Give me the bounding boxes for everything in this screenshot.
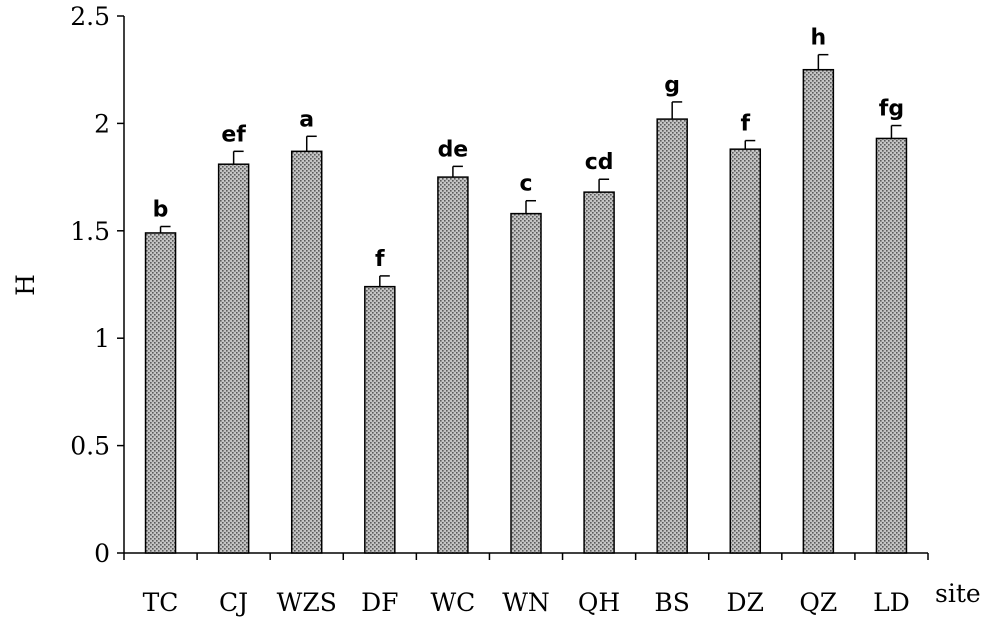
x-tick-label: BS bbox=[654, 588, 690, 617]
x-tick-label: DZ bbox=[727, 588, 764, 617]
y-axis: 0 0.5 1 1.5 2 2.5 bbox=[70, 2, 125, 568]
bar-dz bbox=[729, 148, 762, 554]
significance-label: f bbox=[740, 112, 750, 137]
x-axis: TC CJ WZS DF WC WN QH BS DZ QZ LD bbox=[123, 552, 929, 617]
bar-wc bbox=[437, 176, 469, 554]
y-tick-label: 1.5 bbox=[70, 217, 110, 246]
y-tick-label: 0 bbox=[94, 539, 110, 568]
x-tick-label: QZ bbox=[799, 588, 837, 617]
x-tick-label: WC bbox=[430, 588, 475, 617]
bar-ld bbox=[875, 137, 908, 554]
x-tick-label: TC bbox=[143, 588, 179, 617]
x-axis-title: site bbox=[935, 579, 981, 608]
significance-label: fg bbox=[879, 97, 904, 122]
bar-bs bbox=[656, 118, 688, 554]
y-tick-label: 0.5 bbox=[70, 432, 110, 461]
significance-label: de bbox=[438, 137, 469, 162]
significance-label: h bbox=[811, 26, 827, 51]
bar-wzs bbox=[290, 150, 323, 554]
x-tick-label: QH bbox=[578, 588, 620, 617]
x-tick-label: DF bbox=[361, 588, 398, 617]
y-tick-label: 2.5 bbox=[70, 2, 110, 31]
bar-qz bbox=[802, 68, 835, 554]
bar-tc bbox=[144, 232, 177, 554]
x-tick-label: CJ bbox=[219, 588, 248, 617]
significance-label: ef bbox=[221, 122, 246, 147]
y-tick-label: 1 bbox=[94, 324, 110, 353]
x-tick-label: LD bbox=[873, 588, 910, 617]
bar-qh bbox=[583, 191, 615, 554]
bars bbox=[144, 53, 908, 554]
significance-label: f bbox=[375, 247, 385, 272]
significance-labels: b ef a f de c cd g f h fg bbox=[153, 26, 904, 272]
x-tick-label: WN bbox=[502, 588, 550, 617]
significance-label: b bbox=[153, 198, 169, 223]
bar-wn bbox=[510, 212, 542, 554]
significance-label: g bbox=[664, 73, 680, 98]
y-tick-label: 2 bbox=[94, 109, 110, 138]
bar-df bbox=[364, 285, 396, 554]
y-axis-title: H bbox=[11, 274, 40, 296]
significance-label: a bbox=[299, 107, 314, 132]
x-tick-label: WZS bbox=[277, 588, 337, 617]
significance-label: c bbox=[519, 172, 532, 197]
significance-label: cd bbox=[585, 150, 614, 175]
bar-cj bbox=[217, 163, 250, 554]
